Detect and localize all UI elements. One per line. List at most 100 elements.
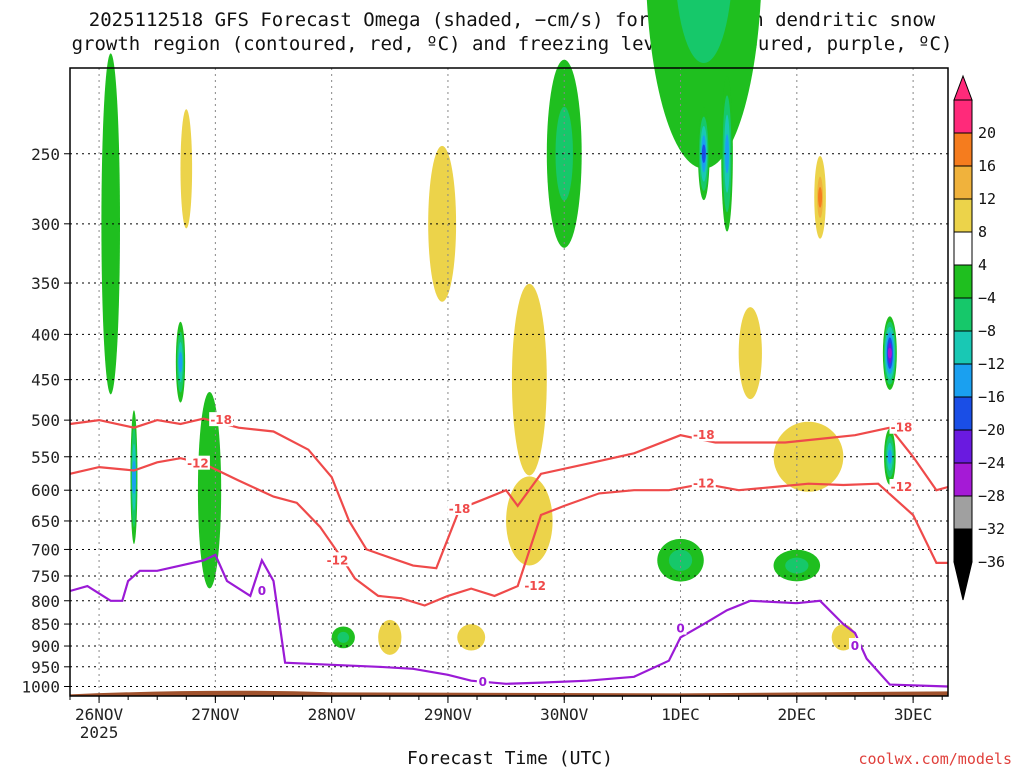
colorbar-label: −20: [978, 421, 1005, 439]
dendritic-contour-label: -12: [891, 480, 913, 494]
credit-text: coolwx.com/models: [858, 750, 1012, 768]
x-tick-label: 2DEC: [778, 705, 817, 724]
colorbar-label: −32: [978, 520, 1005, 538]
x-tick-label: 30NOV: [540, 705, 589, 724]
freezing-contour-label: 0: [479, 675, 487, 689]
colorbar-swatch: [953, 297, 973, 332]
dendritic-contour-label: -12: [327, 553, 349, 567]
colorbar-label: −24: [978, 454, 1005, 472]
y-tick-label: 600: [31, 481, 60, 500]
x-tick-label: 26NOV: [75, 705, 124, 724]
colorbar-label: −4: [978, 289, 996, 307]
chart-title-line-1: 2025112518 GFS Forecast Omega (shaded, −…: [89, 9, 936, 31]
contour-label-bg: [674, 620, 687, 635]
freezing-contour-label: 0: [258, 584, 266, 598]
contour-label-bg: [889, 478, 914, 493]
colorbar-label: 20: [978, 124, 996, 142]
colorbar-swatch: [953, 462, 973, 497]
x-tick-year-label: 2025: [80, 723, 119, 742]
omega-shade-blob: [101, 53, 121, 395]
contour-label-bg: [691, 475, 716, 490]
omega-shade-blob: [701, 144, 706, 164]
colorbar-bottom-arrow: [953, 561, 973, 601]
omega-shade-blob: [818, 186, 823, 208]
omega-shade-blob: [837, 630, 850, 644]
contour-label-bg: [848, 638, 861, 653]
omega-shade-blob: [131, 460, 136, 494]
x-axis-title: Forecast Time (UTC): [407, 748, 613, 768]
omega-shade-blob: [520, 331, 539, 428]
dendritic-contour-line: [69, 457, 948, 607]
y-tick-label: 850: [31, 615, 60, 634]
colorbar-swatch: [953, 99, 973, 134]
plot-area: -18 -18 -18 -18 -12 -12 -12 -12 -12 0 0 0 0: [69, 0, 949, 697]
contour-label-bg: [447, 500, 472, 515]
y-tick-label: 700: [31, 540, 60, 559]
omega-shade-blob: [178, 352, 183, 373]
colorbar-swatch: [953, 264, 973, 299]
colorbar-swatch: [953, 165, 973, 200]
omega-shade-blob: [383, 628, 396, 647]
colorbar-label: −36: [978, 553, 1005, 571]
y-tick-label: 400: [31, 325, 60, 344]
colorbar-swatch: [953, 495, 973, 530]
colorbar-label: 8: [978, 223, 987, 241]
colorbar-swatch: [953, 528, 973, 563]
terrain-ground: [70, 690, 948, 696]
colorbar-swatch: [953, 198, 973, 233]
colorbar-label: −12: [978, 355, 1005, 373]
omega-shade-blob: [677, 0, 731, 63]
y-tick-label: 450: [31, 371, 60, 390]
colorbar-swatch: [953, 396, 973, 431]
colorbar-swatch: [953, 132, 973, 167]
colorbar-label: −16: [978, 388, 1005, 406]
y-tick-label: 350: [31, 274, 60, 293]
x-tick-label: 27NOV: [191, 705, 240, 724]
plot-frame: [69, 67, 949, 697]
y-tick-label: 1000: [21, 678, 60, 697]
y-tick-label: 750: [31, 567, 60, 586]
colorbar-swatch: [953, 330, 973, 365]
colorbar-top-arrow: [953, 74, 973, 101]
omega-shade-blob: [725, 134, 730, 174]
y-tick-label: 500: [31, 411, 60, 430]
y-tick-label: 550: [31, 448, 60, 467]
y-axis: 250 300 350 400 450 500 550 600 650 700 750 800 850 9…: [21, 145, 70, 697]
omega-shade-blob: [744, 330, 757, 377]
contour-label-bg: [325, 552, 350, 567]
omega-shade-blob: [464, 630, 479, 644]
y-tick-label: 300: [31, 215, 60, 234]
omega-shade-blob: [180, 109, 193, 229]
y-tick-label: 800: [31, 592, 60, 611]
omega-shade-blob: [785, 557, 809, 574]
freezing-contour-label: 0: [851, 639, 859, 653]
colorbar: 20 16 12 8 4 −4 −8 −12 −16 −20 −24 −28 −32 −36: [953, 74, 1005, 601]
freezing-contour-label: 0: [676, 622, 684, 636]
colorbar-label: 12: [978, 190, 996, 208]
contour-label-bg: [691, 427, 716, 442]
contour-label-bg: [255, 583, 268, 598]
contour-label-bg: [523, 578, 548, 593]
dendritic-contour-label: -12: [187, 457, 209, 471]
y-tick-label: 950: [31, 658, 60, 677]
dendritic-contour-label: -18: [210, 413, 232, 427]
colorbar-label: 4: [978, 256, 987, 274]
y-tick-label: 250: [31, 145, 60, 164]
x-tick-label: 28NOV: [308, 705, 357, 724]
colorbar-label: −8: [978, 322, 996, 340]
dendritic-contour-label: -12: [693, 477, 715, 491]
contour-label-bg: [185, 455, 210, 470]
x-tick-label: 3DEC: [894, 705, 933, 724]
omega-shade-blob: [337, 631, 350, 643]
dendritic-contour-label: -18: [449, 502, 471, 516]
colorbar-swatch: [953, 231, 973, 266]
colorbar-label: −28: [978, 487, 1005, 505]
dendritic-contour-label: -12: [524, 579, 546, 593]
colorbar-swatch: [953, 429, 973, 464]
chart-title-line-2: growth region (contoured, red, ºC) and f…: [72, 33, 953, 55]
freezing-level-line: [69, 553, 949, 688]
x-tick-label: 1DEC: [661, 705, 700, 724]
colorbar-label: 16: [978, 157, 996, 175]
y-tick-label: 900: [31, 637, 60, 656]
